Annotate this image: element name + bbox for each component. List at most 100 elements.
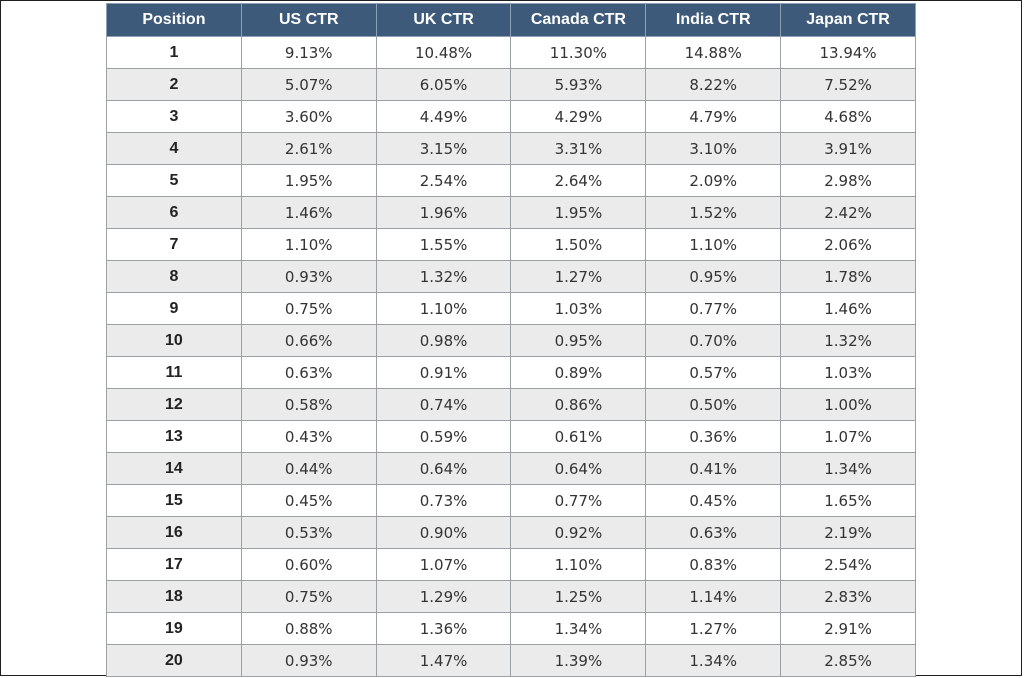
ctr-cell: 0.61% bbox=[510, 420, 647, 453]
ctr-cell: 7.52% bbox=[780, 68, 916, 101]
position-cell: 14 bbox=[106, 452, 242, 485]
ctr-cell: 0.73% bbox=[375, 484, 512, 517]
position-cell: 8 bbox=[106, 260, 242, 293]
table-row: 19 0.88% 1.36% 1.34% 1.27% 2.91% bbox=[106, 612, 916, 645]
ctr-cell: 0.58% bbox=[240, 388, 377, 421]
position-cell: 19 bbox=[106, 612, 242, 645]
position-cell: 1 bbox=[106, 36, 242, 69]
ctr-cell: 0.90% bbox=[375, 516, 512, 549]
ctr-cell: 2.42% bbox=[780, 196, 916, 229]
position-cell: 4 bbox=[106, 132, 242, 165]
ctr-cell: 1.36% bbox=[375, 612, 512, 645]
ctr-cell: 6.05% bbox=[375, 68, 512, 101]
ctr-cell: 11.30% bbox=[510, 36, 647, 69]
ctr-cell: 0.64% bbox=[510, 452, 647, 485]
ctr-cell: 0.86% bbox=[510, 388, 647, 421]
column-header: UK CTR bbox=[375, 3, 512, 37]
table-row: 11 0.63% 0.91% 0.89% 0.57% 1.03% bbox=[106, 356, 916, 389]
position-cell: 16 bbox=[106, 516, 242, 549]
column-header: Canada CTR bbox=[510, 3, 647, 37]
ctr-cell: 0.70% bbox=[645, 324, 782, 357]
ctr-cell: 0.63% bbox=[240, 356, 377, 389]
ctr-cell: 0.77% bbox=[645, 292, 782, 325]
ctr-cell: 5.93% bbox=[510, 68, 647, 101]
ctr-cell: 1.29% bbox=[375, 580, 512, 613]
ctr-cell: 0.53% bbox=[240, 516, 377, 549]
table-header: Position US CTR UK CTR Canada CTR India CTR J… bbox=[106, 3, 916, 37]
table-row: 8 0.93% 1.32% 1.27% 0.95% 1.78% bbox=[106, 260, 916, 293]
ctr-table: Position US CTR UK CTR Canada CTR India CTR J… bbox=[106, 3, 916, 677]
position-cell: 11 bbox=[106, 356, 242, 389]
table-row: 14 0.44% 0.64% 0.64% 0.41% 1.34% bbox=[106, 452, 916, 485]
position-cell: 12 bbox=[106, 388, 242, 421]
table-row: 9 0.75% 1.10% 1.03% 0.77% 1.46% bbox=[106, 292, 916, 325]
ctr-cell: 1.27% bbox=[510, 260, 647, 293]
ctr-cell: 2.64% bbox=[510, 164, 647, 197]
ctr-cell: 0.57% bbox=[645, 356, 782, 389]
ctr-cell: 0.43% bbox=[240, 420, 377, 453]
ctr-cell: 0.91% bbox=[375, 356, 512, 389]
ctr-cell: 0.66% bbox=[240, 324, 377, 357]
ctr-cell: 1.34% bbox=[510, 612, 647, 645]
ctr-cell: 9.13% bbox=[240, 36, 377, 69]
ctr-cell: 2.54% bbox=[780, 548, 916, 581]
ctr-cell: 1.96% bbox=[375, 196, 512, 229]
position-cell: 7 bbox=[106, 228, 242, 261]
ctr-cell: 1.55% bbox=[375, 228, 512, 261]
ctr-cell: 4.68% bbox=[780, 100, 916, 133]
ctr-cell: 1.07% bbox=[780, 420, 916, 453]
ctr-cell: 4.49% bbox=[375, 100, 512, 133]
ctr-cell: 1.07% bbox=[375, 548, 512, 581]
position-cell: 18 bbox=[106, 580, 242, 613]
ctr-cell: 1.32% bbox=[375, 260, 512, 293]
table-row: 3 3.60% 4.49% 4.29% 4.79% 4.68% bbox=[106, 100, 916, 133]
ctr-cell: 1.03% bbox=[780, 356, 916, 389]
table-row: 13 0.43% 0.59% 0.61% 0.36% 1.07% bbox=[106, 420, 916, 453]
ctr-cell: 0.63% bbox=[645, 516, 782, 549]
table-row: 10 0.66% 0.98% 0.95% 0.70% 1.32% bbox=[106, 324, 916, 357]
table-row: 1 9.13% 10.48% 11.30% 14.88% 13.94% bbox=[106, 36, 916, 69]
ctr-cell: 1.52% bbox=[645, 196, 782, 229]
ctr-cell: 1.78% bbox=[780, 260, 916, 293]
ctr-cell: 2.19% bbox=[780, 516, 916, 549]
ctr-cell: 2.98% bbox=[780, 164, 916, 197]
ctr-table-container: Position US CTR UK CTR Canada CTR India CTR J… bbox=[106, 3, 916, 677]
ctr-cell: 0.89% bbox=[510, 356, 647, 389]
position-cell: 2 bbox=[106, 68, 242, 101]
table-row: 16 0.53% 0.90% 0.92% 0.63% 2.19% bbox=[106, 516, 916, 549]
table-row: 17 0.60% 1.07% 1.10% 0.83% 2.54% bbox=[106, 548, 916, 581]
ctr-cell: 0.92% bbox=[510, 516, 647, 549]
ctr-cell: 3.15% bbox=[375, 132, 512, 165]
position-cell: 6 bbox=[106, 196, 242, 229]
ctr-cell: 0.45% bbox=[240, 484, 377, 517]
ctr-cell: 0.93% bbox=[240, 260, 377, 293]
position-cell: 5 bbox=[106, 164, 242, 197]
ctr-cell: 1.10% bbox=[645, 228, 782, 261]
ctr-cell: 2.09% bbox=[645, 164, 782, 197]
position-cell: 20 bbox=[106, 644, 242, 677]
ctr-cell: 1.03% bbox=[510, 292, 647, 325]
table-row: 20 0.93% 1.47% 1.39% 1.34% 2.85% bbox=[106, 644, 916, 677]
ctr-cell: 13.94% bbox=[780, 36, 916, 69]
ctr-cell: 2.54% bbox=[375, 164, 512, 197]
ctr-cell: 10.48% bbox=[375, 36, 512, 69]
ctr-cell: 2.91% bbox=[780, 612, 916, 645]
ctr-cell: 1.46% bbox=[240, 196, 377, 229]
ctr-cell: 1.00% bbox=[780, 388, 916, 421]
header-row: Position US CTR UK CTR Canada CTR India CTR J… bbox=[106, 3, 916, 37]
ctr-cell: 2.85% bbox=[780, 644, 916, 677]
position-cell: 17 bbox=[106, 548, 242, 581]
ctr-cell: 0.88% bbox=[240, 612, 377, 645]
position-cell: 13 bbox=[106, 420, 242, 453]
column-header: India CTR bbox=[645, 3, 782, 37]
ctr-cell: 3.10% bbox=[645, 132, 782, 165]
position-cell: 9 bbox=[106, 292, 242, 325]
table-row: 15 0.45% 0.73% 0.77% 0.45% 1.65% bbox=[106, 484, 916, 517]
ctr-cell: 0.83% bbox=[645, 548, 782, 581]
ctr-cell: 1.46% bbox=[780, 292, 916, 325]
ctr-cell: 1.10% bbox=[510, 548, 647, 581]
column-header: Position bbox=[106, 3, 242, 37]
position-cell: 15 bbox=[106, 484, 242, 517]
table-body: 1 9.13% 10.48% 11.30% 14.88% 13.94% 2 5.07% 6.05… bbox=[106, 36, 916, 677]
